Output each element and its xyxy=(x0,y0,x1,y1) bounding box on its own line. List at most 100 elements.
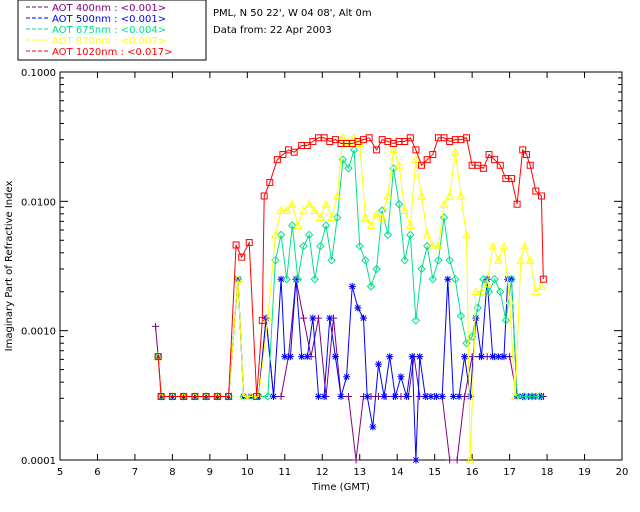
x-tick-label: 7 xyxy=(132,467,138,478)
data-point-diamond xyxy=(417,264,426,274)
data-point-triangle xyxy=(299,205,308,214)
data-point-star xyxy=(303,353,311,361)
data-point-square xyxy=(412,146,420,154)
data-point-triangle xyxy=(428,241,438,250)
series-line xyxy=(157,137,544,397)
data-point-diamond xyxy=(179,392,188,401)
data-point-star xyxy=(354,304,362,312)
data-point-diamond xyxy=(496,287,505,296)
data-point-square xyxy=(522,151,530,159)
x-tick-label: 5 xyxy=(57,467,63,478)
data-point-square xyxy=(526,161,534,169)
plot-area xyxy=(59,71,623,461)
data-point-square xyxy=(406,134,414,142)
data-point-square xyxy=(157,392,165,400)
data-point-triangle xyxy=(389,145,398,154)
data-point-triangle xyxy=(465,455,475,464)
data-point-triangle xyxy=(332,191,342,200)
data-point-triangle xyxy=(321,199,331,208)
data-point-diamond xyxy=(304,230,314,240)
data-point-square xyxy=(202,392,210,400)
data-point-diamond xyxy=(527,392,537,401)
data-point-star xyxy=(416,353,424,361)
data-point-diamond xyxy=(484,287,494,296)
data-point-triangle xyxy=(462,230,471,239)
data-point-diamond xyxy=(479,274,488,284)
data-point-square xyxy=(320,134,328,142)
data-point-star xyxy=(277,275,285,283)
y-axis-label: Imaginary Part of Refractive Index xyxy=(4,181,15,352)
y-tick-label: 0.0100 xyxy=(21,197,56,208)
data-point-triangle xyxy=(510,391,520,400)
data-point-square xyxy=(373,146,381,154)
x-tick-label: 10 xyxy=(241,467,254,478)
data-point-square xyxy=(180,392,188,400)
x-tick-label: 13 xyxy=(353,467,366,478)
data-point-diamond xyxy=(282,274,291,284)
data-point-square xyxy=(513,200,521,208)
data-point-square xyxy=(191,392,199,400)
data-point-square xyxy=(365,134,373,142)
data-point-square xyxy=(213,392,221,400)
data-point-plus xyxy=(453,456,461,464)
data-point-triangle xyxy=(304,199,314,208)
data-point-star xyxy=(331,353,339,361)
data-point-star xyxy=(309,314,317,322)
data-point-diamond xyxy=(501,316,511,325)
data-point-star xyxy=(494,353,502,361)
series-2 xyxy=(153,145,544,401)
data-point-triangle xyxy=(276,205,286,214)
data-point-diamond xyxy=(507,274,516,284)
data-point-triangle xyxy=(471,287,481,296)
data-point-star xyxy=(374,360,382,368)
data-point-square xyxy=(266,178,274,186)
series-line xyxy=(157,278,542,461)
data-point-diamond xyxy=(349,145,359,155)
x-tick-label: 15 xyxy=(428,467,441,478)
data-point-square xyxy=(539,275,547,283)
x-tick-label: 14 xyxy=(391,467,404,478)
data-point-triangle xyxy=(282,205,292,214)
data-point-square xyxy=(463,134,471,142)
data-point-square xyxy=(225,392,233,400)
data-point-square xyxy=(154,353,162,361)
data-point-square xyxy=(279,151,287,159)
data-point-diamond xyxy=(201,392,211,401)
data-point-square xyxy=(479,164,487,172)
data-point-triangle xyxy=(482,279,492,288)
x-tick-label: 12 xyxy=(316,467,329,478)
x-tick-label: 8 xyxy=(169,467,175,478)
data-point-triangle xyxy=(310,205,320,214)
series-line xyxy=(157,136,542,461)
data-point-diamond xyxy=(383,230,393,240)
data-point-diamond xyxy=(456,311,466,321)
data-point-star xyxy=(397,373,405,381)
data-point-square xyxy=(532,187,540,195)
data-point-triangle xyxy=(505,296,514,305)
data-point-diamond xyxy=(490,274,499,284)
data-point-square xyxy=(238,253,246,261)
data-point-star xyxy=(478,353,485,361)
data-point-star xyxy=(438,392,446,400)
data-point-square xyxy=(507,175,515,183)
data-point-star xyxy=(412,456,420,464)
data-point-square xyxy=(423,156,431,164)
x-axis-label: Time (GMT) xyxy=(311,482,370,493)
data-point-star xyxy=(270,392,278,400)
data-point-diamond xyxy=(361,256,370,265)
y-tick-label: 0.0010 xyxy=(21,327,56,338)
data-point-triangle xyxy=(499,241,509,250)
data-point-diamond xyxy=(366,282,376,291)
data-point-square xyxy=(485,151,493,159)
data-point-star xyxy=(461,353,469,361)
y-tick-label: 0.0001 xyxy=(21,456,56,467)
legend-entry: AOT 1020nm : <0.017> xyxy=(52,47,172,58)
data-point-triangle xyxy=(516,255,526,264)
data-point-triangle xyxy=(293,220,303,230)
data-point-diamond xyxy=(344,164,353,173)
data-point-triangle xyxy=(439,199,449,208)
data-point-star xyxy=(348,282,356,290)
axes: 5 6 7 8 9 10 11 12 13 14 15 16 17 18 19 20 0.0001 0.0010 0… xyxy=(21,68,628,478)
series-4 xyxy=(154,134,547,400)
data-point-square xyxy=(303,142,311,150)
